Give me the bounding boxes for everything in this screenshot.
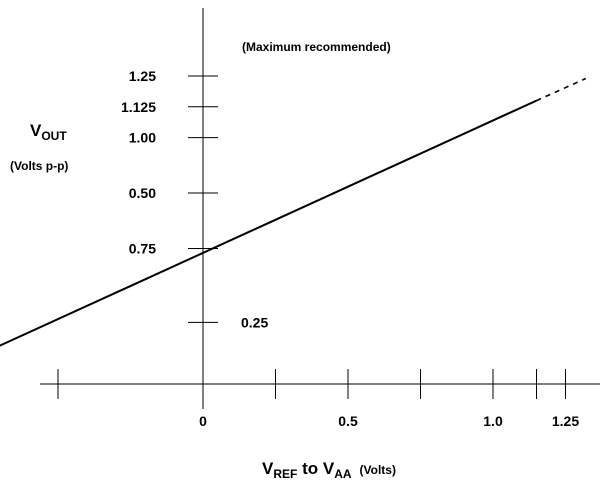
series-line-solid xyxy=(0,99,537,347)
y-axis-units: (Volts p-p) xyxy=(10,159,68,173)
x-tick-label: 0 xyxy=(199,413,207,429)
series-layer xyxy=(0,77,587,347)
x-axis-title-mid: to V xyxy=(297,459,334,478)
annotation-max-recommended: (Maximum recommended) xyxy=(242,40,391,54)
x-tick-label: 0.5 xyxy=(338,413,358,429)
x-axis-title-main: V xyxy=(262,459,274,478)
x-tick-label: 1.0 xyxy=(483,413,503,429)
x-axis-title-sub1: REF xyxy=(273,467,297,481)
y-tick-label: 1.25 xyxy=(129,68,156,84)
series-line-dashed xyxy=(536,77,587,102)
y-tick-label: 0.75 xyxy=(129,240,156,256)
y-ticks: 1.25 1.125 1.00 0.50 0.75 0.25 xyxy=(121,68,269,330)
y-tick-label: 1.125 xyxy=(121,99,156,115)
x-tick-label: 1.25 xyxy=(552,413,579,429)
y-tick-label: 1.00 xyxy=(129,130,156,146)
y-tick-label: 0.25 xyxy=(241,314,268,330)
y-axis-title-main: V xyxy=(30,121,42,140)
x-axis-title-sub2: AA xyxy=(334,467,352,481)
y-tick-label: 0.50 xyxy=(129,185,156,201)
y-axis-title: VOUT xyxy=(30,121,67,143)
x-ticks: -1.000.51.01.25 xyxy=(57,369,579,429)
y-axis-title-sub: OUT xyxy=(41,129,67,143)
x-axis-title: VREF to VAA (Volts) xyxy=(262,459,396,481)
x-axis-title-units: (Volts) xyxy=(360,463,396,477)
